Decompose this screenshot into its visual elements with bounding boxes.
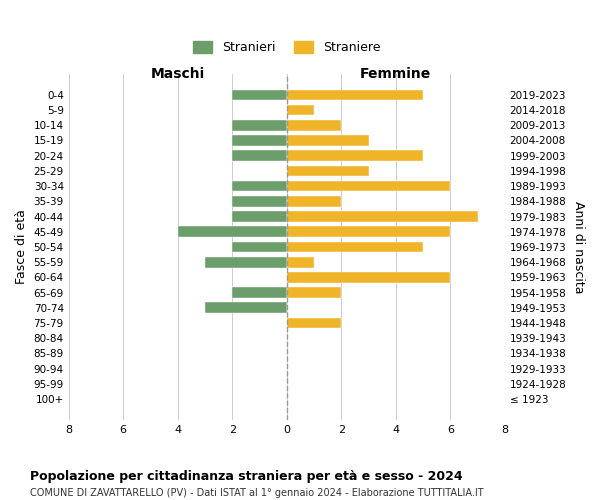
Text: Maschi: Maschi xyxy=(151,67,205,81)
Bar xyxy=(287,226,451,237)
Y-axis label: Anni di nascita: Anni di nascita xyxy=(572,200,585,293)
Legend: Stranieri, Straniere: Stranieri, Straniere xyxy=(187,35,386,60)
Y-axis label: Fasce di età: Fasce di età xyxy=(15,210,28,284)
Bar xyxy=(232,211,287,222)
Bar xyxy=(205,257,287,268)
Text: Femmine: Femmine xyxy=(360,67,431,81)
Bar xyxy=(287,211,478,222)
Text: COMUNE DI ZAVATTARELLO (PV) - Dati ISTAT al 1° gennaio 2024 - Elaborazione TUTTI: COMUNE DI ZAVATTARELLO (PV) - Dati ISTAT… xyxy=(30,488,484,498)
Bar xyxy=(287,181,451,192)
Bar xyxy=(287,272,451,282)
Bar xyxy=(232,135,287,146)
Bar xyxy=(287,105,314,116)
Bar xyxy=(232,196,287,206)
Bar xyxy=(287,90,423,100)
Bar xyxy=(287,318,341,328)
Bar xyxy=(287,166,368,176)
Text: Popolazione per cittadinanza straniera per età e sesso - 2024: Popolazione per cittadinanza straniera p… xyxy=(30,470,463,483)
Bar xyxy=(287,242,423,252)
Bar xyxy=(178,226,287,237)
Bar xyxy=(232,288,287,298)
Bar xyxy=(287,196,341,206)
Bar xyxy=(232,242,287,252)
Bar xyxy=(232,120,287,130)
Bar xyxy=(205,302,287,313)
Bar xyxy=(287,120,341,130)
Bar xyxy=(232,181,287,192)
Bar xyxy=(232,150,287,161)
Bar xyxy=(232,90,287,100)
Bar xyxy=(287,150,423,161)
Bar xyxy=(287,288,341,298)
Bar xyxy=(287,135,368,146)
Bar xyxy=(287,257,314,268)
